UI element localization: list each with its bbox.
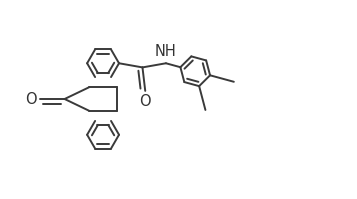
Text: O: O	[25, 92, 37, 106]
Text: O: O	[140, 94, 151, 109]
Text: NH: NH	[155, 44, 177, 59]
